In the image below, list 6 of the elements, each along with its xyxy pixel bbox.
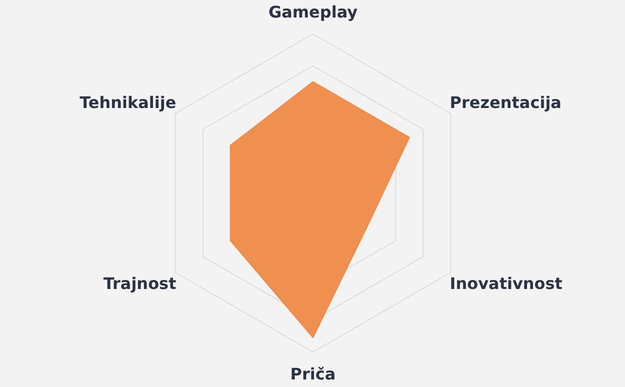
spoke-label: Trajnost bbox=[103, 274, 177, 294]
spoke-label: Inovativnost bbox=[450, 274, 563, 294]
spoke-label: Prezentacija bbox=[450, 93, 562, 112]
spoke-label: Priča bbox=[290, 364, 336, 384]
spoke-label: Gameplay bbox=[268, 2, 358, 22]
spoke-label: Tehnikalije bbox=[80, 93, 176, 112]
